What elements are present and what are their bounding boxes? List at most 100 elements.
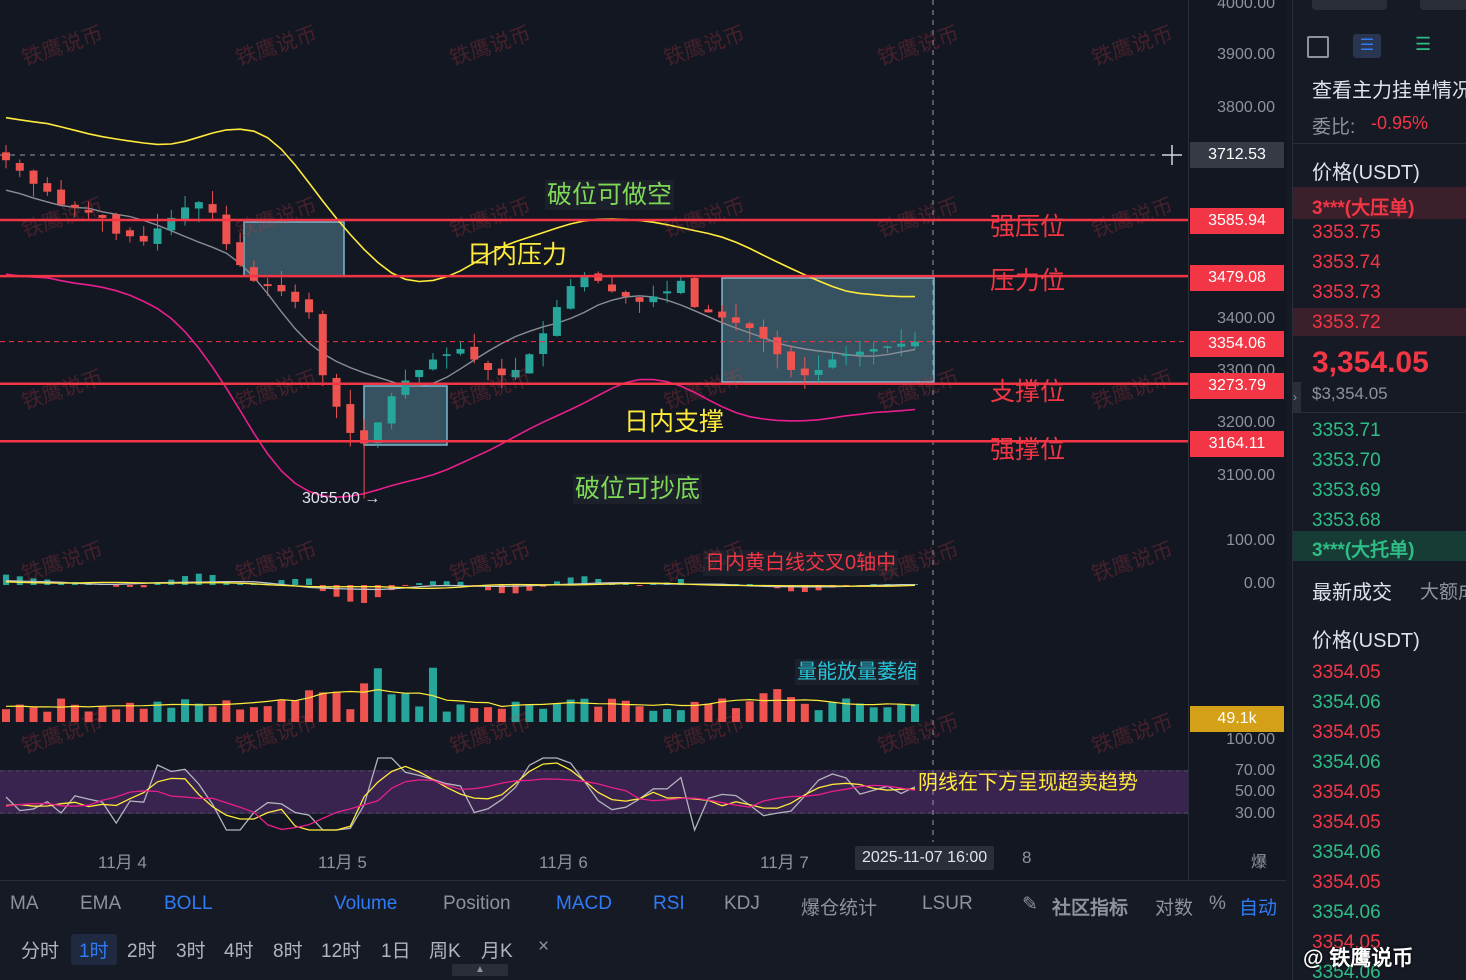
orderbook-bids-icon[interactable]: ☰ (1415, 34, 1432, 54)
indicator-macd[interactable]: MACD (556, 893, 612, 914)
timeframe-3h[interactable]: 3时 (176, 941, 206, 962)
divider (1293, 143, 1466, 144)
ask-price[interactable]: 3353.73 (1312, 282, 1381, 303)
candle-body (497, 368, 506, 376)
volume-bar (2, 709, 10, 722)
panel-top-tab[interactable] (1420, 0, 1466, 10)
indicator-toolbar: MA EMA BOLL Volume Position MACD RSI KDJ… (0, 880, 1286, 927)
ask-price[interactable]: 3353.72 (1312, 312, 1381, 333)
current-price-tag: 3354.06 (1190, 331, 1284, 357)
candle-body (842, 354, 851, 357)
annotation-strong-pressure: 强压位 (990, 213, 1066, 241)
rsi-tick: 70.00 (1234, 762, 1275, 779)
macd-bar (677, 579, 684, 585)
rsi-line-24 (5, 778, 916, 831)
indicator-ema[interactable]: EMA (80, 893, 122, 914)
collapse-panel-icon[interactable]: › (1293, 382, 1301, 412)
ask-price[interactable]: 3353.74 (1312, 252, 1381, 273)
indicator-lsur[interactable]: LSUR (922, 893, 973, 914)
indicator-liquidation-stats[interactable]: 爆仓统计 (801, 898, 878, 919)
indicator-boll[interactable]: BOLL (164, 893, 213, 914)
big-bid-order[interactable]: 3***(大托单) (1312, 540, 1415, 561)
candle-body (911, 341, 919, 347)
bid-price[interactable]: 3353.70 (1312, 450, 1381, 471)
candle-body (346, 404, 355, 433)
timeframe-1m[interactable]: 月K (481, 941, 513, 962)
close-icon[interactable]: × (538, 936, 550, 957)
volume-bar (15, 704, 24, 722)
ask-price[interactable]: 3353.75 (1312, 222, 1381, 243)
macd-bar (801, 585, 808, 592)
indicator-position[interactable]: Position (443, 893, 511, 914)
timeframe-8h[interactable]: 8时 (273, 941, 303, 962)
timeframe-1d[interactable]: 1日 (381, 941, 411, 962)
log-scale-toggle[interactable]: 对数 (1155, 898, 1194, 919)
trade-price: 3354.05 (1312, 812, 1381, 833)
orderbook-asks-icon[interactable]: ☰ (1353, 34, 1381, 58)
chart-canvas[interactable] (0, 0, 1188, 880)
indicator-rsi[interactable]: RSI (653, 893, 685, 914)
volume-bar (552, 703, 561, 722)
liquidation-icon[interactable]: 爆 (1250, 854, 1267, 871)
timeframe-1h[interactable]: 1时 (71, 934, 117, 965)
volume-bar (718, 698, 727, 722)
bid-price[interactable]: 3353.71 (1312, 420, 1381, 441)
footer-brand: @ 铁鹰说币 (1303, 947, 1414, 970)
indicator-volume[interactable]: Volume (334, 893, 398, 914)
latest-trades-tab[interactable]: 最新成交 (1312, 582, 1392, 604)
macd-bar (195, 573, 202, 585)
auto-scale-toggle[interactable]: 自动 (1239, 898, 1278, 919)
boll-upper-line (5, 116, 915, 298)
price-axis[interactable]: 4000.00 3900.00 3800.00 3400.00 3300.00 … (1188, 0, 1287, 880)
candle-body (387, 396, 396, 424)
bid-price[interactable]: 3353.68 (1312, 510, 1381, 531)
timeframe-12h[interactable]: 12时 (321, 941, 362, 962)
candle-body (277, 285, 286, 292)
price-chart[interactable]: 破位可做空 日内压力 强压位 压力位 支撑位 日内支撑 强撑位 破位可抄底 日内… (0, 0, 1188, 880)
volume-bar (883, 707, 892, 722)
macd-bar (746, 584, 753, 585)
big-ask-order[interactable]: 3***(大压单) (1312, 198, 1415, 219)
indicator-kdj[interactable]: KDJ (724, 893, 760, 914)
candle-body (814, 370, 823, 375)
consolidation-box (243, 221, 345, 277)
collapse-handle[interactable]: ▲ (452, 964, 508, 976)
community-indicators-button[interactable]: 社区指标 (1052, 898, 1129, 919)
y-tick: 3800.00 (1217, 99, 1275, 116)
timeframe-2h[interactable]: 2时 (127, 941, 157, 962)
timeframe-tick[interactable]: 分时 (21, 941, 60, 962)
candle-body (787, 351, 796, 370)
macd-bar (374, 585, 381, 598)
volume-bar (828, 702, 837, 722)
volume-bar (869, 707, 878, 722)
big-trades-tab[interactable]: 大额成交 (1420, 582, 1466, 603)
edit-icon[interactable]: ✎ (1022, 894, 1038, 915)
volume-bar (566, 699, 575, 722)
volume-bar (346, 709, 355, 722)
annotation-intraday-support: 日内支撑 (624, 408, 725, 436)
candle-body (621, 292, 630, 297)
orderbook-both-icon[interactable] (1307, 36, 1329, 58)
volume-bar (305, 690, 313, 722)
percent-scale-toggle[interactable]: % (1209, 893, 1226, 914)
macd-bar (278, 580, 285, 585)
timeframe-1w[interactable]: 周K (429, 941, 461, 962)
candle-body (415, 370, 424, 378)
candle-body (869, 349, 878, 352)
candle-body (125, 230, 134, 237)
volume-value-tag: 49.1k (1190, 706, 1284, 732)
candle-body (43, 183, 52, 192)
macd-bar (636, 585, 643, 586)
candle-body (305, 299, 313, 313)
volume-bar (594, 706, 603, 722)
indicator-ma[interactable]: MA (10, 893, 39, 914)
panel-top-tab[interactable] (1312, 0, 1387, 10)
candle-body (139, 235, 148, 242)
macd-bar (154, 583, 161, 585)
candle-body (57, 189, 66, 205)
volume-bar (539, 708, 548, 722)
rsi-tick: 50.00 (1234, 783, 1275, 800)
bid-price[interactable]: 3353.69 (1312, 480, 1381, 501)
mid-price: 3,354.05 (1312, 346, 1429, 379)
timeframe-4h[interactable]: 4时 (224, 941, 254, 962)
